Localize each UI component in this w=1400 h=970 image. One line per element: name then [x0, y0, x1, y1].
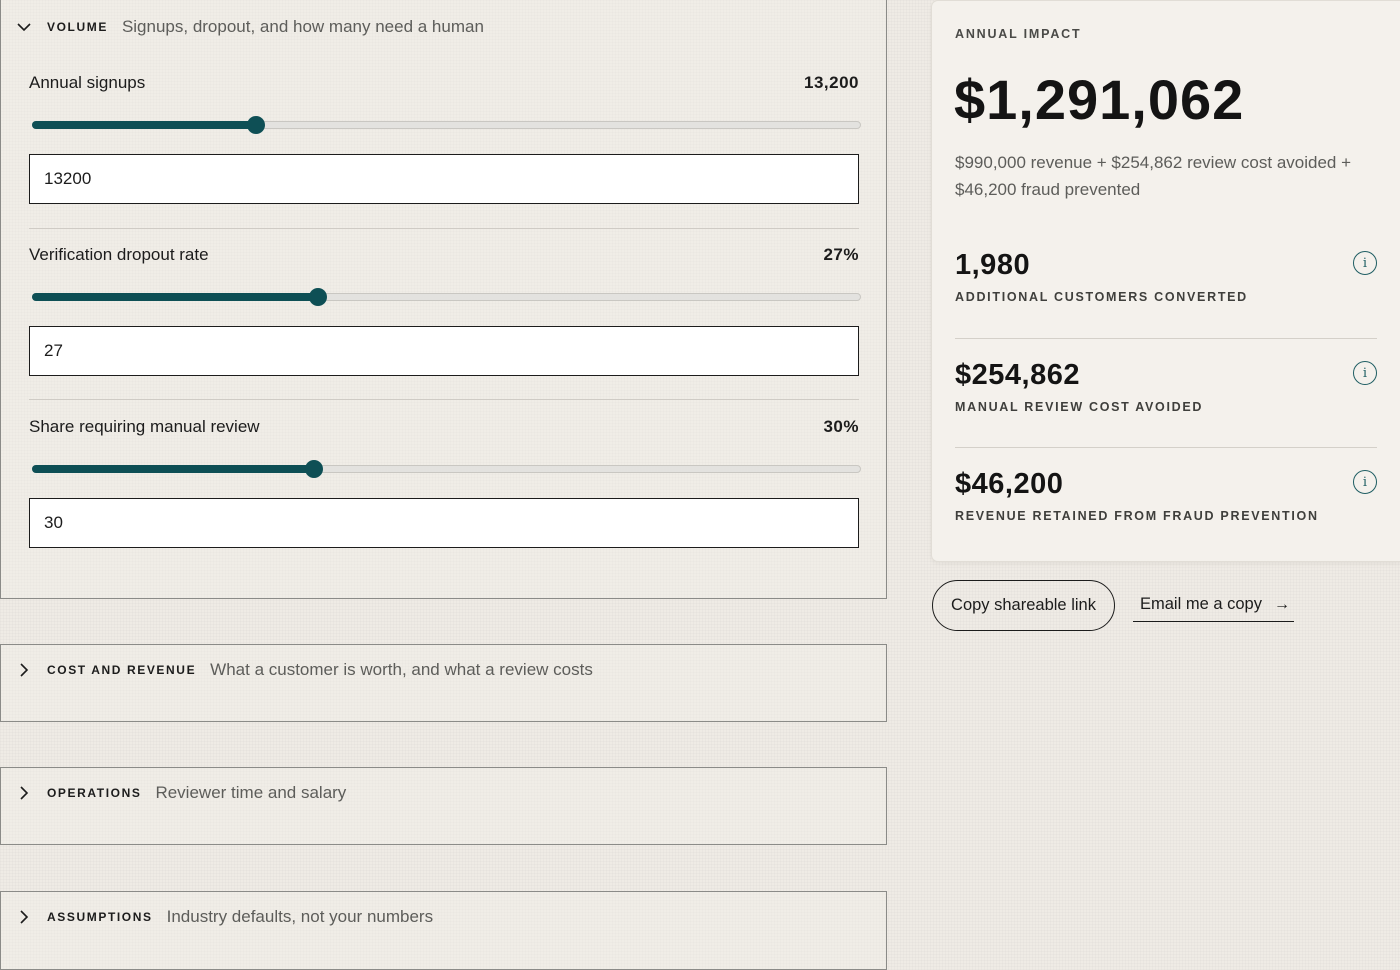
- chevron-right-icon: [15, 661, 33, 679]
- dropout-input[interactable]: [29, 326, 859, 376]
- accordion-operations: OPERATIONS Reviewer time and salary: [0, 767, 887, 845]
- accordion-header-cost-revenue[interactable]: COST AND REVENUE What a customer is wort…: [1, 645, 886, 695]
- accordion-description: Industry defaults, not your numbers: [166, 907, 434, 926]
- accordion-volume: VOLUME Signups, dropout, and how many ne…: [0, 0, 887, 599]
- signups-input[interactable]: [29, 154, 859, 204]
- slider-fill: [32, 293, 318, 301]
- info-icon[interactable]: i: [1353, 361, 1377, 385]
- field-label: Share requiring manual review: [29, 417, 260, 436]
- slider-thumb[interactable]: [246, 116, 265, 134]
- info-icon[interactable]: i: [1353, 470, 1377, 494]
- metric-value: 1,980: [955, 249, 1031, 281]
- accordion-description: Signups, dropout, and how many need a hu…: [121, 17, 484, 36]
- impact-summary: $990,000 revenue + $254,862 review cost …: [955, 153, 1352, 199]
- copy-shareable-link-button[interactable]: Copy shareable link: [932, 580, 1115, 631]
- field-label: Annual signups: [29, 73, 146, 92]
- email-link-label: Email me a copy: [1140, 595, 1262, 613]
- accordion-header-operations[interactable]: OPERATIONS Reviewer time and salary: [1, 768, 886, 818]
- slider-thumb[interactable]: [309, 288, 327, 306]
- review-input[interactable]: [29, 498, 859, 548]
- field-label: Verification dropout rate: [29, 245, 209, 264]
- chevron-right-icon: [15, 908, 33, 926]
- metric-value: $46,200: [955, 468, 1064, 500]
- metric-label: ADDITIONAL CUSTOMERS CONVERTED: [955, 290, 1248, 304]
- metric-label: REVENUE RETAINED FROM FRAUD PREVENTION: [955, 509, 1319, 523]
- accordion-kicker: VOLUME: [47, 20, 108, 34]
- slider-thumb[interactable]: [304, 460, 323, 478]
- divider: [29, 399, 859, 400]
- chevron-down-icon: [15, 18, 33, 36]
- divider: [955, 338, 1377, 339]
- accordion-header-volume[interactable]: VOLUME Signups, dropout, and how many ne…: [1, 2, 886, 52]
- field-value: 13,200: [804, 73, 859, 92]
- metric-label: MANUAL REVIEW COST AVOIDED: [955, 400, 1204, 414]
- accordion-header-assumptions[interactable]: ASSUMPTIONS Industry defaults, not your …: [1, 892, 886, 942]
- field-annual-signups: Annual signups 13,200: [29, 71, 861, 204]
- field-dropout-rate: Verification dropout rate 27%: [29, 243, 861, 376]
- impact-total: $1,291,062: [954, 68, 1245, 131]
- signups-slider[interactable]: [32, 116, 861, 134]
- accordion-kicker: ASSUMPTIONS: [47, 910, 153, 924]
- divider: [29, 228, 859, 229]
- field-manual-review-share: Share requiring manual review 30%: [29, 415, 861, 548]
- review-slider[interactable]: [32, 460, 861, 478]
- accordion-kicker: COST AND REVENUE: [47, 663, 197, 677]
- metric-customers-converted: 1,980 ADDITIONAL CUSTOMERS CONVERTED i: [955, 249, 1377, 304]
- metric-value: $254,862: [955, 359, 1080, 391]
- slider-fill: [32, 465, 314, 473]
- email-copy-link[interactable]: Email me a copy →: [1133, 588, 1294, 622]
- slider-fill: [32, 121, 256, 129]
- field-value: 30%: [823, 417, 859, 436]
- accordion-description: What a customer is worth, and what a rev…: [210, 660, 593, 679]
- accordion-kicker: OPERATIONS: [47, 786, 142, 800]
- accordion-cost-revenue: COST AND REVENUE What a customer is wort…: [0, 644, 887, 722]
- metric-review-cost-avoided: $254,862 MANUAL REVIEW COST AVOIDED i: [955, 359, 1377, 414]
- impact-kicker: ANNUAL IMPACT: [955, 27, 1082, 41]
- chevron-right-icon: [15, 784, 33, 802]
- annual-impact-card: ANNUAL IMPACT $1,291,062 $990,000 revenu…: [932, 1, 1400, 561]
- field-value: 27%: [823, 245, 859, 264]
- info-icon[interactable]: i: [1353, 251, 1377, 275]
- metric-fraud-prevention: $46,200 REVENUE RETAINED FROM FRAUD PREV…: [955, 468, 1377, 523]
- divider: [955, 447, 1377, 448]
- arrow-right-icon: →: [1273, 595, 1290, 613]
- accordion-description: Reviewer time and salary: [155, 783, 347, 802]
- accordion-assumptions: ASSUMPTIONS Industry defaults, not your …: [0, 891, 887, 970]
- dropout-slider[interactable]: [32, 288, 861, 306]
